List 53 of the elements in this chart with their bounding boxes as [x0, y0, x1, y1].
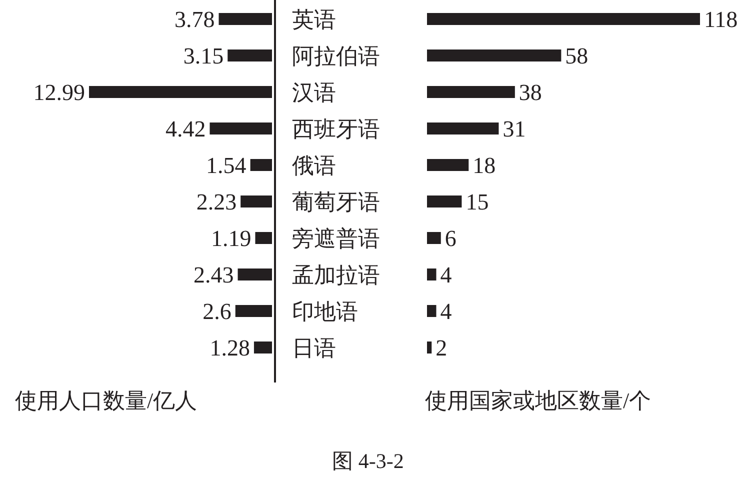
bar	[427, 342, 432, 354]
bar	[218, 13, 272, 25]
data-label: 58	[565, 44, 588, 68]
bar	[427, 13, 700, 25]
data-label: 1.28	[210, 336, 250, 360]
data-label: 4.42	[165, 116, 206, 142]
data-label: 1.19	[210, 226, 252, 251]
bar	[254, 342, 272, 354]
y-tick-label: 英语	[292, 7, 336, 32]
data-label: 15	[466, 190, 489, 214]
y-tick-label: 西班牙语	[292, 116, 380, 142]
bar	[427, 122, 499, 134]
y-tick-label: 俄语	[292, 153, 336, 178]
data-label: 3.78	[174, 7, 215, 32]
data-label: 38	[518, 80, 542, 105]
y-tick-label: 旁遮普语	[292, 226, 380, 251]
bar	[210, 122, 272, 134]
caption: 图 4-3-2	[332, 449, 404, 473]
data-label: 31	[502, 116, 526, 142]
data-label: 12.99	[33, 80, 85, 105]
y-tick-label: 印地语	[292, 299, 358, 324]
bar	[427, 86, 515, 98]
y-tick-label: 孟加拉语	[292, 262, 380, 288]
bar	[427, 50, 562, 62]
data-label: 2.23	[196, 190, 237, 214]
data-label: 6	[444, 226, 456, 251]
y-tick-label: 葡萄牙语	[292, 190, 380, 214]
data-label: 2	[436, 336, 448, 360]
bar	[427, 305, 436, 317]
bar	[427, 159, 469, 171]
data-label: 2.6	[202, 299, 232, 324]
bar	[250, 159, 272, 171]
y-tick-label: 阿拉伯语	[292, 44, 380, 68]
data-label: 3.15	[183, 44, 224, 68]
data-label: 4	[440, 262, 452, 288]
bar	[255, 232, 272, 244]
bar	[89, 86, 272, 98]
x-axis-title: 使用人口数量/亿人	[15, 388, 198, 413]
data-label: 4	[440, 299, 452, 324]
data-label: 18	[472, 153, 496, 178]
bar	[427, 196, 462, 208]
data-label: 1.54	[206, 153, 247, 178]
y-tick-label: 日语	[292, 336, 336, 360]
data-label: 2.43	[194, 262, 234, 288]
data-label: 118	[704, 7, 737, 32]
bar	[427, 268, 436, 280]
bar	[240, 196, 272, 208]
x-axis-title: 使用国家或地区数量/个	[425, 388, 652, 413]
y-tick-label: 汉语	[292, 80, 336, 105]
bar	[427, 232, 441, 244]
bar	[235, 305, 272, 317]
bar	[238, 268, 272, 280]
bar	[228, 50, 272, 62]
